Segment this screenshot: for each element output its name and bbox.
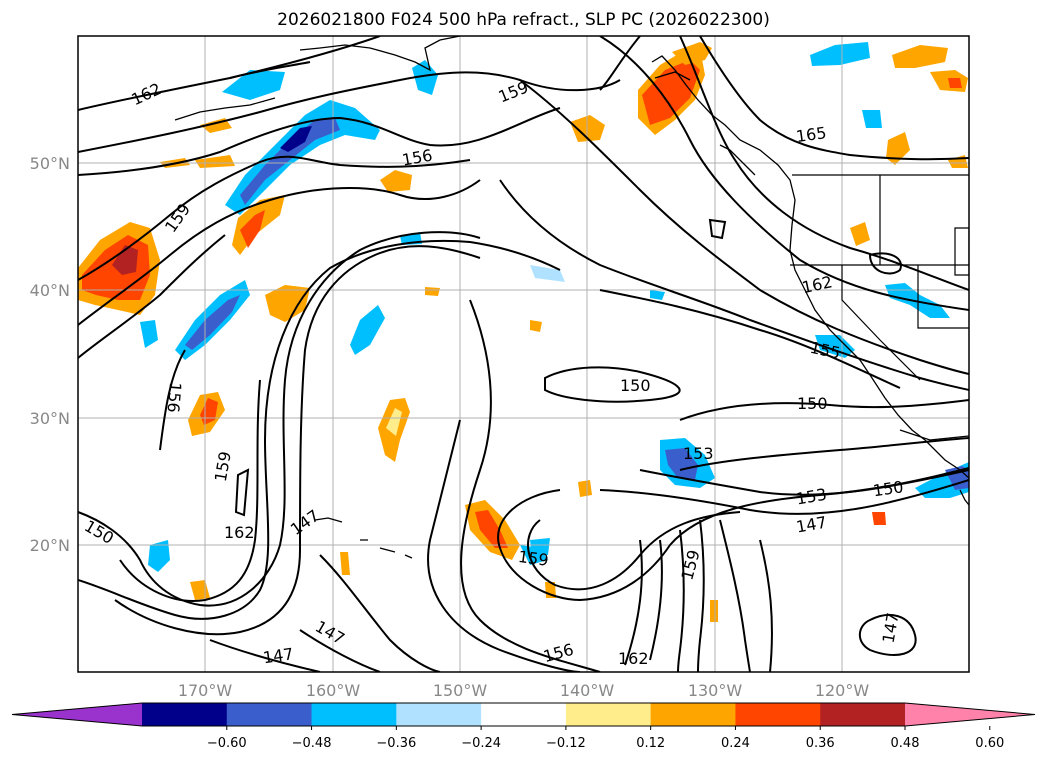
colorbar-tick-label: 0.12 bbox=[636, 736, 665, 751]
colorbar-bin bbox=[142, 703, 228, 726]
lon-label: 120°W bbox=[815, 681, 870, 700]
lat-label: 20°N bbox=[30, 536, 70, 555]
contour-label: 162 bbox=[618, 649, 649, 668]
colorbar: −0.60 −0.48 −0.36 −0.24 −0.12 0.12 0.24 0.36 0.4… bbox=[11, 702, 1036, 751]
colorbar-bin bbox=[820, 703, 906, 726]
contour-label: 165 bbox=[795, 123, 828, 146]
contour-label: 156 bbox=[163, 381, 185, 413]
lon-label: 130°W bbox=[688, 681, 743, 700]
longitude-labels: 170°W 160°W 150°W 140°W 130°W 120°W bbox=[178, 681, 870, 700]
colorbar-bin bbox=[311, 703, 397, 726]
lat-label: 40°N bbox=[30, 281, 70, 300]
colorbar-bin bbox=[481, 703, 567, 726]
colorbar-tick-label: −0.24 bbox=[461, 736, 501, 751]
contour-label: 162 bbox=[224, 523, 255, 542]
lon-label: 140°W bbox=[560, 681, 615, 700]
colorbar-outline bbox=[11, 702, 1036, 727]
colorbar-bin bbox=[565, 703, 652, 726]
borders bbox=[790, 174, 969, 441]
colorbar-tick-label: −0.60 bbox=[207, 736, 247, 751]
colorbar-bin bbox=[396, 703, 482, 726]
lon-label: 150°W bbox=[433, 681, 488, 700]
contour-label: 150 bbox=[872, 477, 905, 500]
colorbar-extend-low bbox=[12, 703, 142, 726]
map-panel bbox=[78, 36, 969, 672]
colorbar-tick-label: 0.48 bbox=[891, 736, 920, 751]
contour-label: 153 bbox=[683, 444, 714, 463]
contour-label: 150 bbox=[620, 376, 651, 395]
colorbar-bin bbox=[735, 703, 821, 726]
graticule bbox=[78, 36, 969, 672]
slp-contours bbox=[78, 36, 969, 672]
colorbar-tick-label: 0.24 bbox=[721, 736, 750, 751]
lat-label: 50°N bbox=[30, 154, 70, 173]
colorbar-tick-label: 0.36 bbox=[806, 736, 835, 751]
coastlines bbox=[174, 36, 969, 559]
contour-label: 150 bbox=[797, 394, 828, 413]
lon-label: 170°W bbox=[178, 681, 233, 700]
colorbar-tick-label: −0.12 bbox=[546, 736, 586, 751]
map-title: 2026021800 F024 500 hPa refract., SLP PC… bbox=[277, 10, 770, 30]
latitude-labels: 50°N 40°N 30°N 20°N bbox=[30, 154, 70, 555]
colorbar-tick-label: −0.48 bbox=[292, 736, 332, 751]
colorbar-extend-high bbox=[905, 703, 1035, 726]
map-frame bbox=[77, 35, 970, 673]
contour-label: 159 bbox=[517, 547, 550, 570]
colorbar-bin bbox=[226, 703, 313, 726]
colorbar-tick-label: 0.60 bbox=[975, 736, 1004, 751]
contour-label: 147 bbox=[262, 644, 295, 667]
colorbar-bin bbox=[650, 703, 736, 726]
lat-label: 30°N bbox=[30, 409, 70, 428]
lon-label: 160°W bbox=[306, 681, 361, 700]
colorbar-tick-label: −0.36 bbox=[376, 736, 416, 751]
map-content: 162 159 156 165 159 162 155 156 150 150 … bbox=[78, 36, 969, 672]
